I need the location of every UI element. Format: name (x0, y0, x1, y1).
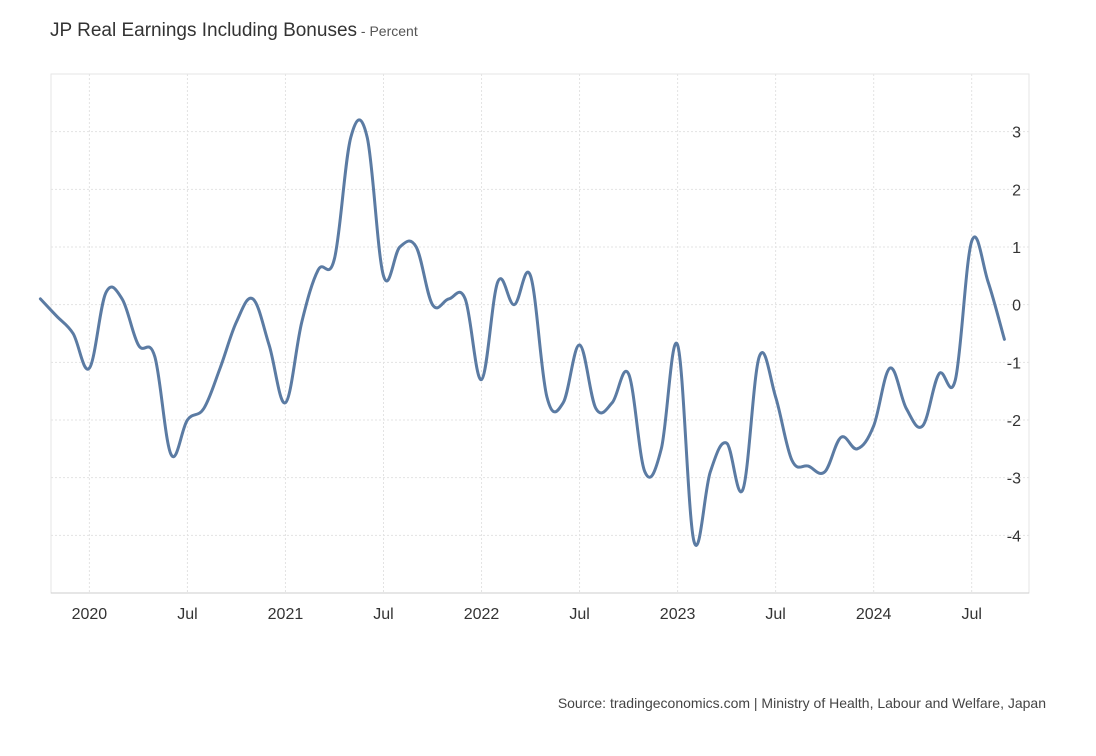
chart-series (38, 118, 1006, 547)
x-tick-label: Jul (961, 606, 981, 623)
y-tick-label: -3 (1007, 471, 1021, 488)
x-tick-label: Jul (177, 606, 197, 623)
x-tick-label: Jul (373, 606, 393, 623)
x-tick-label: 2020 (72, 606, 108, 623)
chart-title-row: JP Real Earnings Including Bonuses - Per… (50, 20, 418, 42)
x-tick-label: 2024 (856, 606, 892, 623)
x-tick-label: Jul (765, 606, 785, 623)
y-tick-label: 2 (1012, 182, 1021, 199)
series-line (38, 118, 1006, 547)
y-tick-label: -2 (1007, 413, 1021, 430)
y-tick-label: 1 (1012, 240, 1021, 257)
x-tick-label: 2023 (660, 606, 696, 623)
source-note: Source: tradingeconomics.com | Ministry … (557, 695, 1046, 711)
chart-axes: 3 2 1 0 -1 -2 -3 -4 2020 Jul 2021 Jul 2022 Jul 2023 Jul… (51, 125, 1029, 623)
y-tick-label: -4 (1007, 528, 1021, 545)
x-tick-label: 2021 (268, 606, 304, 623)
y-tick-label: 0 (1012, 298, 1021, 315)
x-tick-label: 2022 (464, 606, 500, 623)
y-tick-label: 3 (1012, 125, 1021, 142)
x-tick-label: Jul (569, 606, 589, 623)
y-tick-label: -1 (1007, 355, 1021, 372)
chart-title: JP Real Earnings Including Bonuses (50, 20, 358, 41)
chart-subtitle: - Percent (357, 23, 418, 39)
